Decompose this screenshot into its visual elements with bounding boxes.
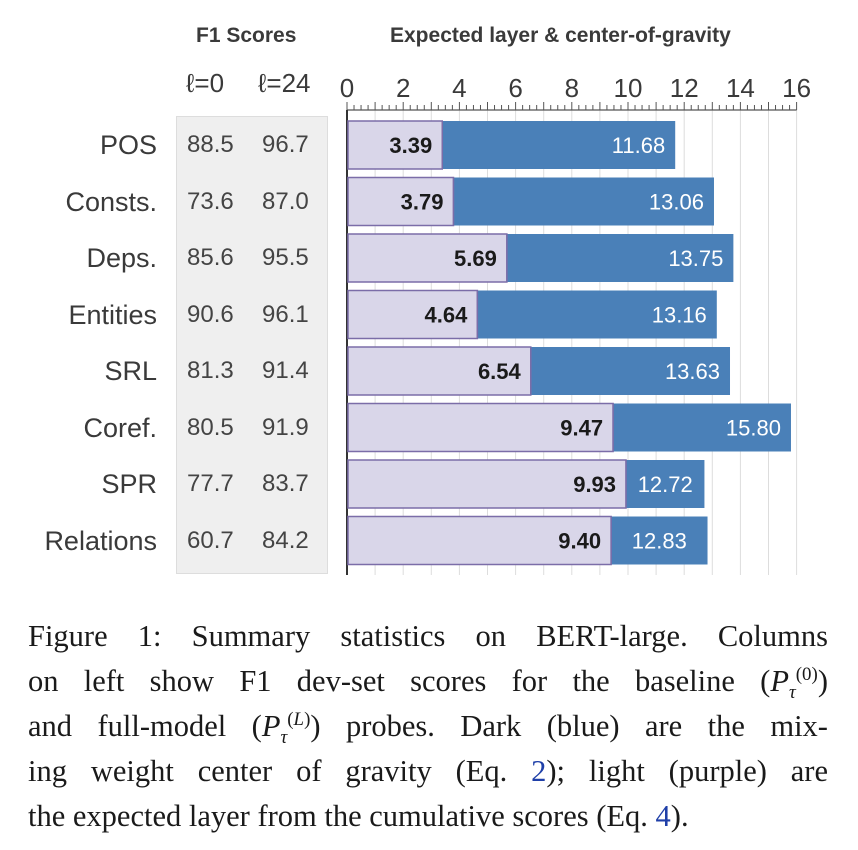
bar-expected-layer-spr xyxy=(347,459,627,509)
x-tick-label-10: 10 xyxy=(614,73,643,103)
label-expected-layer-consts: 3.79 xyxy=(401,190,444,215)
x-tick-label-6: 6 xyxy=(508,73,522,103)
x-tick-label-8: 8 xyxy=(565,73,579,103)
bar-expected-layer-deps xyxy=(347,233,508,283)
task-label-pos: POS xyxy=(99,130,157,160)
f1-score-l24-deps: 95.5 xyxy=(262,244,309,271)
task-row-consts: Consts. 73.6 87.0 xyxy=(0,177,858,227)
x-tick-label-12: 12 xyxy=(670,73,699,103)
eq-4-link[interactable]: 4 xyxy=(655,799,671,833)
label-expected-layer-entities: 4.64 xyxy=(425,303,469,328)
bar-center-of-gravity-relations xyxy=(611,516,708,565)
f1-score-l0-deps: 85.6 xyxy=(187,244,234,271)
label-center-of-gravity-pos: 11.68 xyxy=(612,133,665,158)
f1-score-l24-pos: 96.7 xyxy=(262,131,309,158)
f1-scores-panel xyxy=(176,116,328,574)
label-center-of-gravity-entities: 13.16 xyxy=(652,303,707,328)
bar-expected-layer-entities xyxy=(347,289,479,340)
bar-center-of-gravity-pos xyxy=(442,121,676,169)
label-center-of-gravity-spr: 12.72 xyxy=(638,472,693,497)
task-label-spr: SPR xyxy=(101,469,157,499)
caption-line-5: the expected layer from the cumulative s… xyxy=(28,799,689,833)
label-center-of-gravity-consts: 13.06 xyxy=(649,190,704,215)
f1-score-l0-entities: 90.6 xyxy=(187,300,234,328)
layer-bar-chart: 0 2 4 6 8 10 12 14 16 3.39 11.68 3.79 13.06 5.69 13.75… xyxy=(340,73,811,575)
x-tick-label-14: 14 xyxy=(726,73,755,103)
f1-score-l0-spr: 77.7 xyxy=(187,470,234,497)
bar-center-of-gravity-entities xyxy=(477,290,717,339)
f1-score-l24-entities: 96.1 xyxy=(262,300,309,328)
f1-score-l24-coref: 91.9 xyxy=(262,413,309,441)
f1-score-l0-srl: 81.3 xyxy=(187,357,234,384)
col-header-layer-24: ℓ=24 xyxy=(258,68,311,98)
label-expected-layer-pos: 3.39 xyxy=(389,133,432,158)
label-expected-layer-deps: 5.69 xyxy=(454,246,497,271)
task-row-pos: POS 88.5 96.7 xyxy=(0,120,858,170)
bar-center-of-gravity-srl xyxy=(530,347,731,395)
eq-2-link[interactable]: 2 xyxy=(531,754,547,788)
task-row-deps: Deps. 85.6 95.5 xyxy=(0,233,858,283)
bar-center-of-gravity-spr xyxy=(626,460,705,508)
caption-line-1: Figure 1: Summary statistics on BERT-lar… xyxy=(28,619,828,653)
task-label-deps: Deps. xyxy=(86,243,157,273)
figure-caption: Figure 1: Summary statistics on BERT-lar… xyxy=(28,614,828,839)
label-expected-layer-srl: 6.54 xyxy=(478,359,522,384)
caption-line-2: on left show F1 dev-set scores for the b… xyxy=(28,663,828,704)
expected-layer-header: Expected layer & center-of-gravity xyxy=(390,24,731,47)
f1-score-l0-relations: 60.7 xyxy=(187,526,234,554)
task-label-coref: Coref. xyxy=(83,412,157,443)
x-tick-label-0: 0 xyxy=(340,73,354,103)
caption-line-3: and full-model (Pτ(L)) probes. Dark (blu… xyxy=(28,708,828,749)
x-tick-label-16: 16 xyxy=(782,73,811,103)
task-label-entities: Entities xyxy=(68,299,157,330)
x-tick-label-2: 2 xyxy=(396,73,410,103)
bar-center-of-gravity-coref xyxy=(613,403,791,452)
task-row-spr: SPR 77.7 83.7 xyxy=(0,459,858,509)
task-row-relations: Relations 60.7 84.2 xyxy=(0,516,858,566)
task-row-entities: Entities 90.6 96.1 xyxy=(0,290,858,340)
bar-expected-layer-consts xyxy=(347,176,455,227)
f1-score-l0-coref: 80.5 xyxy=(187,413,234,441)
bar-center-of-gravity-deps xyxy=(506,234,734,282)
f1-scores-header: F1 Scores xyxy=(196,24,297,47)
bar-expected-layer-pos xyxy=(347,120,444,170)
label-expected-layer-relations: 9.40 xyxy=(558,529,601,554)
col-header-layer-0: ℓ=0 xyxy=(186,68,225,98)
f1-score-l0-pos: 88.5 xyxy=(187,131,234,158)
task-label-consts: Consts. xyxy=(65,186,157,217)
label-center-of-gravity-deps: 13.75 xyxy=(668,246,723,271)
bar-center-of-gravity-consts xyxy=(453,177,714,226)
bar-expected-layer-coref xyxy=(347,402,614,453)
f1-score-l0-consts: 73.6 xyxy=(187,187,234,215)
f1-score-l24-relations: 84.2 xyxy=(262,526,309,554)
bar-expected-layer-relations xyxy=(347,515,612,566)
f1-score-l24-srl: 91.4 xyxy=(262,357,309,384)
f1-score-l24-consts: 87.0 xyxy=(262,187,309,215)
x-tick-label-4: 4 xyxy=(452,73,466,103)
label-center-of-gravity-coref: 15.80 xyxy=(726,416,781,441)
label-expected-layer-spr: 9.93 xyxy=(573,472,616,497)
label-expected-layer-coref: 9.47 xyxy=(560,416,603,441)
task-row-srl: SRL 81.3 91.4 xyxy=(0,346,858,396)
task-row-coref: Coref. 80.5 91.9 xyxy=(0,403,858,453)
f1-score-l24-spr: 83.7 xyxy=(262,470,309,497)
task-label-relations: Relations xyxy=(44,525,157,556)
caption-line-4: ing weight center of gravity (Eq. 2); li… xyxy=(28,754,828,788)
task-label-srl: SRL xyxy=(104,356,157,386)
label-center-of-gravity-relations: 12.83 xyxy=(632,529,687,554)
label-center-of-gravity-srl: 13.63 xyxy=(665,359,720,384)
